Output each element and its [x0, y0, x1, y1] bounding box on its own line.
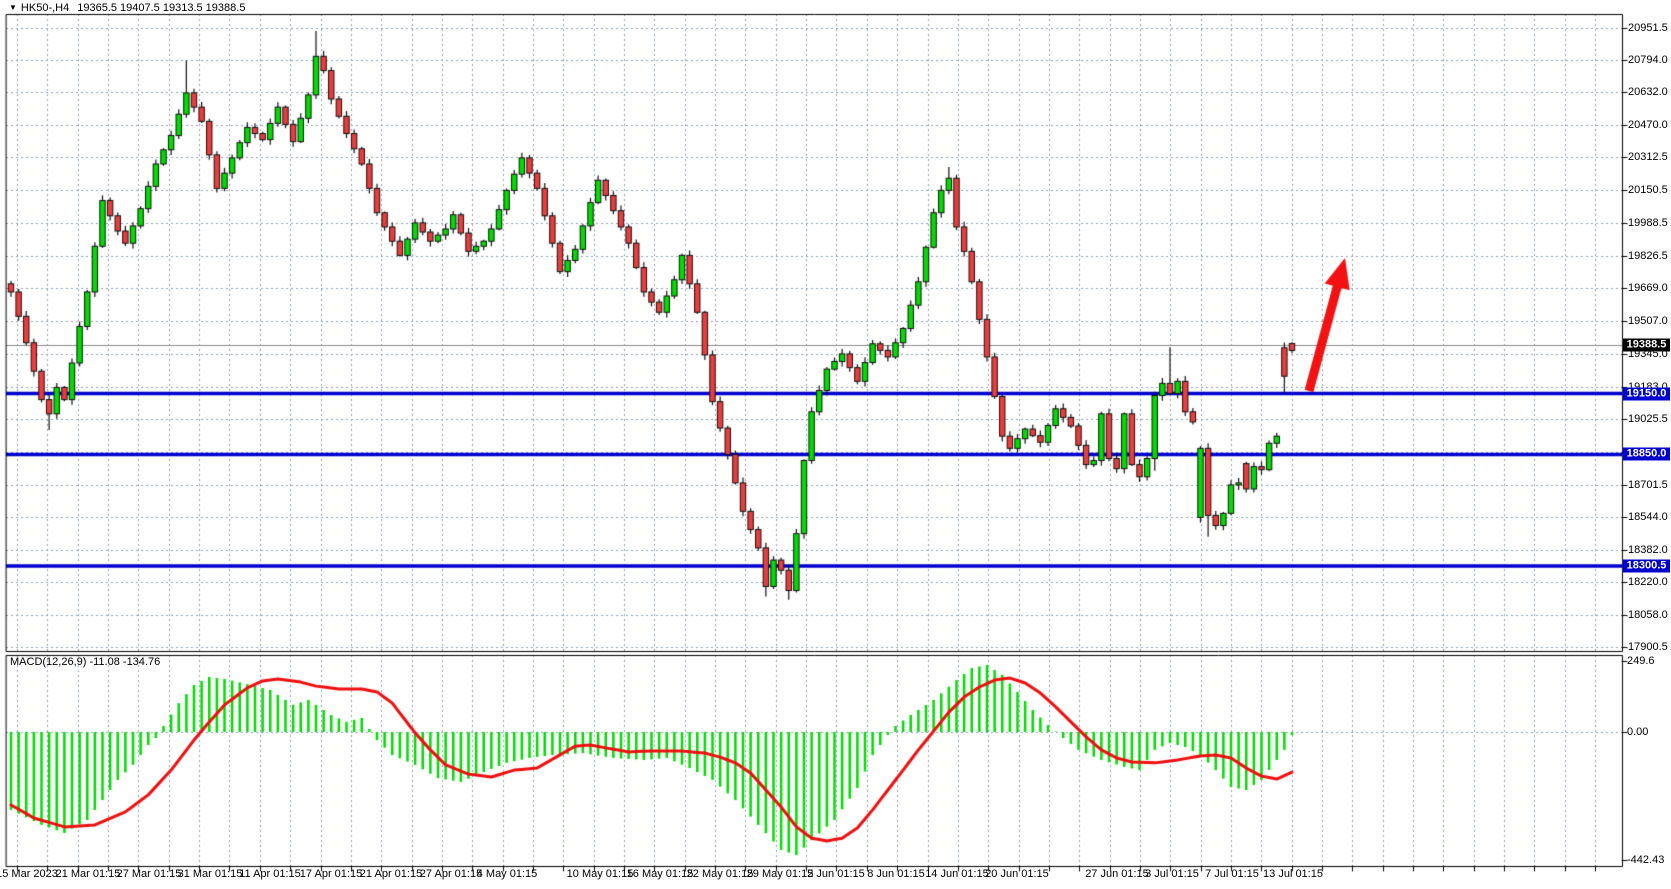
price-axis-label: 19669.0 — [1628, 282, 1668, 295]
price-level-badge: 18300.5 — [1623, 559, 1670, 573]
price-level-badge: 19150.0 — [1623, 387, 1670, 400]
time-axis-label: 21 Apr 01:15 — [359, 868, 423, 880]
time-axis-label: 16 May 01:15 — [626, 868, 694, 880]
time-axis-label: 21 Mar 01:15 — [55, 868, 121, 880]
time-axis-label: 27 Apr 01:15 — [419, 868, 483, 880]
macd-axis-label: 0.00 — [1627, 726, 1649, 738]
time-axis-label: 14 Jun 01:15 — [925, 868, 989, 880]
current-price-badge: 19388.5 — [1623, 338, 1670, 352]
symbol-dropdown-icon[interactable]: ▼ — [9, 3, 17, 12]
chart-title: ▼ HK50-,H4 19365.5 19407.5 19313.5 19388.5 — [9, 2, 245, 14]
symbol-ohlc-values: 19365.5 19407.5 19313.5 19388.5 — [77, 2, 246, 14]
time-axis-label: 11 Apr 01:15 — [239, 868, 301, 880]
price-axis-label: 20470.0 — [1628, 119, 1668, 132]
time-axis-label: 10 May 01:15 — [566, 868, 634, 880]
macd-axis-label: -442.43 — [1627, 853, 1665, 866]
price-axis-label: 18382.0 — [1628, 543, 1668, 556]
time-axis-label: 31 Mar 01:15 — [177, 868, 243, 880]
price-axis-label: 20632.0 — [1628, 86, 1668, 99]
time-axis-label: 22 May 01:15 — [686, 868, 754, 880]
price-axis-label: 18544.0 — [1628, 510, 1668, 523]
price-axis-label: 20312.5 — [1628, 151, 1668, 164]
price-axis-label: 17900.5 — [1628, 641, 1668, 654]
time-axis-label: 17 Apr 01:15 — [299, 868, 363, 880]
time-axis-label: 13 Jul 01:15 — [1263, 868, 1323, 880]
time-axis-label: 27 Jun 01:15 — [1085, 868, 1149, 880]
price-axis-label: 18058.0 — [1628, 609, 1668, 622]
price-axis-label: 18220.0 — [1628, 576, 1668, 589]
symbol-name: HK50-,H4 — [20, 2, 70, 14]
macd-indicator-label: MACD(12,26,9) -11.08 -134.76 — [10, 656, 161, 668]
price-axis-label: 19988.5 — [1628, 217, 1668, 230]
price-level-badge: 18850.0 — [1623, 447, 1670, 461]
price-axis-label: 18701.5 — [1628, 478, 1668, 491]
price-axis-label: 20951.5 — [1628, 21, 1668, 34]
time-axis-label: 29 May 01:15 — [746, 868, 814, 880]
time-axis-label: 4 May 01:15 — [476, 868, 538, 880]
time-axis-label: 15 Mar 2023 — [0, 868, 58, 880]
macd-axis-label: 249.6 — [1627, 655, 1655, 667]
time-axis-label: 8 Jun 01:15 — [867, 868, 925, 880]
time-axis-label: 2 Jun 01:15 — [807, 868, 865, 880]
time-axis-label: 3 Jul 01:15 — [1145, 868, 1199, 880]
price-axis-label: 19025.5 — [1628, 412, 1668, 425]
price-axis-label: 19826.5 — [1628, 250, 1668, 263]
time-axis-label: 20 Jun 01:15 — [985, 868, 1049, 880]
time-axis-label: 27 Mar 01:15 — [116, 868, 182, 880]
price-axis-label: 20794.0 — [1628, 53, 1668, 66]
price-axis-label: 20150.5 — [1628, 184, 1668, 197]
price-axis-label: 19507.0 — [1628, 314, 1668, 327]
time-axis-label: 7 Jul 01:15 — [1205, 868, 1259, 880]
